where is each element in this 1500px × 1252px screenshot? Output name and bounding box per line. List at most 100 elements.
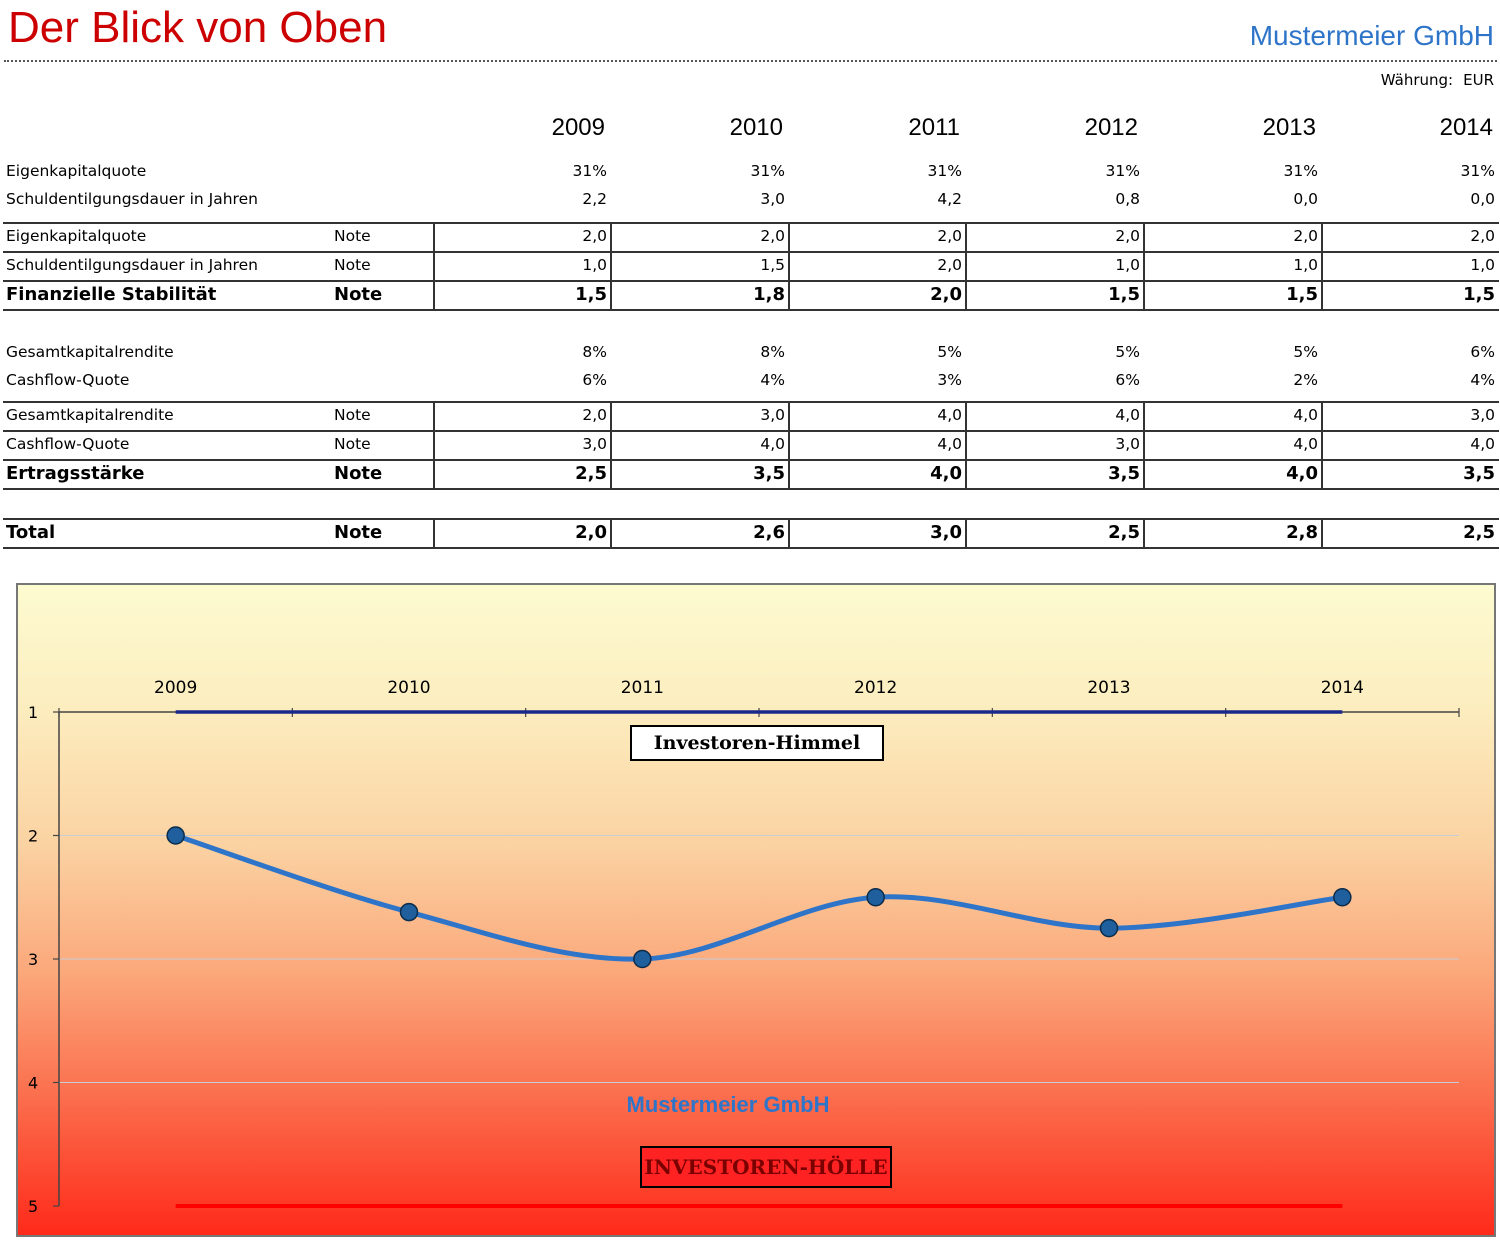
row-value: 6% (582, 371, 607, 389)
row-label: Cashflow-Quote (6, 435, 130, 453)
row-value: 0,8 (1115, 190, 1140, 208)
row-value: 4% (760, 371, 785, 389)
column-separator (1321, 519, 1323, 548)
row-value: 3% (937, 371, 962, 389)
note-label: Note (334, 435, 371, 453)
row-value: 1,0 (1293, 256, 1318, 274)
note-label: Note (334, 522, 383, 543)
x-tick-label: 2009 (154, 678, 197, 698)
column-separator (1321, 223, 1323, 310)
data-point (1333, 888, 1352, 907)
row-value: 5% (1115, 343, 1140, 361)
row-value: 3,0 (582, 435, 607, 453)
row-label: Gesamtkapitalrendite (6, 343, 174, 361)
row-value: 5% (1293, 343, 1318, 361)
currency-indicator: Währung: EUR (1381, 71, 1494, 89)
table-rule (3, 401, 1499, 403)
row-value: 1,0 (1115, 256, 1140, 274)
row-value: 1,5 (575, 284, 607, 305)
row-label: Total (6, 522, 56, 543)
row-value: 8% (760, 343, 785, 361)
data-point (633, 949, 652, 969)
year-header: 2013 (1262, 114, 1316, 141)
row-value: 2,0 (760, 227, 785, 245)
row-value: 4,0 (930, 463, 962, 484)
row-value: 1,0 (1470, 256, 1495, 274)
data-point (866, 888, 885, 907)
row-value: 2,0 (937, 256, 962, 274)
row-value: 0,0 (1293, 190, 1318, 208)
row-label: Ertragsstärke (6, 463, 145, 484)
note-label: Note (334, 463, 383, 484)
row-value: 2,0 (575, 522, 607, 543)
row-value: 4,0 (1470, 435, 1495, 453)
row-label: Gesamtkapitalrendite (6, 406, 174, 424)
row-value: 2,5 (1108, 522, 1140, 543)
row-value: 2,8 (1286, 522, 1318, 543)
year-header: 2012 (1084, 114, 1138, 141)
page-title: Der Blick von Oben (8, 3, 388, 52)
row-value: 3,5 (1463, 463, 1495, 484)
row-value: 3,0 (760, 406, 785, 424)
year-header: 2009 (551, 114, 605, 141)
row-value: 2,5 (1463, 522, 1495, 543)
row-value: 3,0 (930, 522, 962, 543)
x-tick-label: 2013 (1087, 678, 1130, 698)
column-separator (965, 402, 967, 489)
currency-value: EUR (1463, 71, 1494, 89)
table-rule (3, 430, 1499, 432)
y-tick-label: 1 (28, 703, 38, 722)
column-separator (788, 519, 790, 548)
row-value: 2,2 (582, 190, 607, 208)
row-value: 2,0 (930, 284, 962, 305)
row-value: 2,6 (753, 522, 785, 543)
row-value: 2,0 (1293, 227, 1318, 245)
table-rule (3, 459, 1499, 461)
data-point (1099, 918, 1119, 938)
chart-canvas: 2009 2010 2011 2012 2013 2014 1 2 3 4 5 (28, 678, 1460, 1216)
row-value: 31% (1283, 162, 1318, 180)
row-value: 2,0 (582, 406, 607, 424)
row-value: 1,5 (760, 256, 785, 274)
row-value: 31% (572, 162, 607, 180)
row-value: 6% (1115, 371, 1140, 389)
table-rule (3, 251, 1499, 253)
table-rule (3, 547, 1499, 549)
column-separator (433, 402, 435, 489)
row-value: 3,0 (760, 190, 785, 208)
row-value: 4% (1470, 371, 1495, 389)
column-separator (610, 223, 612, 310)
y-tick-label: 3 (28, 950, 38, 969)
row-value: 4,0 (1293, 406, 1318, 424)
row-value: 31% (750, 162, 785, 180)
column-separator (965, 223, 967, 310)
row-label: Eigenkapitalquote (6, 162, 147, 180)
rating-chart: 2009 2010 2011 2012 2013 2014 1 2 3 4 5 Investoren… (16, 583, 1496, 1237)
column-separator (610, 519, 612, 548)
row-value: 8% (582, 343, 607, 361)
year-header: 2011 (908, 114, 960, 141)
row-value: 31% (1460, 162, 1495, 180)
row-value: 4,0 (1293, 435, 1318, 453)
column-separator (1143, 402, 1145, 489)
y-tick-label: 4 (28, 1074, 38, 1093)
row-value: 1,5 (1108, 284, 1140, 305)
x-tick-label: 2010 (387, 678, 430, 698)
row-value: 31% (927, 162, 962, 180)
row-label: Cashflow-Quote (6, 371, 130, 389)
series-line (174, 833, 1343, 962)
note-label: Note (334, 227, 371, 245)
x-tick-label: 2014 (1321, 678, 1364, 698)
row-value: 2,0 (1115, 227, 1140, 245)
row-value: 2,0 (1470, 227, 1495, 245)
row-value: 2,5 (575, 463, 607, 484)
chart-series-label: Mustermeier GmbH (626, 1092, 830, 1117)
row-value: 4,0 (1115, 406, 1140, 424)
y-tick-label: 5 (28, 1197, 38, 1216)
column-separator (788, 402, 790, 489)
row-value: 2,0 (582, 227, 607, 245)
row-value: 1,5 (1463, 284, 1495, 305)
row-value: 2% (1293, 371, 1318, 389)
column-separator (610, 402, 612, 489)
table-rule (3, 222, 1499, 224)
